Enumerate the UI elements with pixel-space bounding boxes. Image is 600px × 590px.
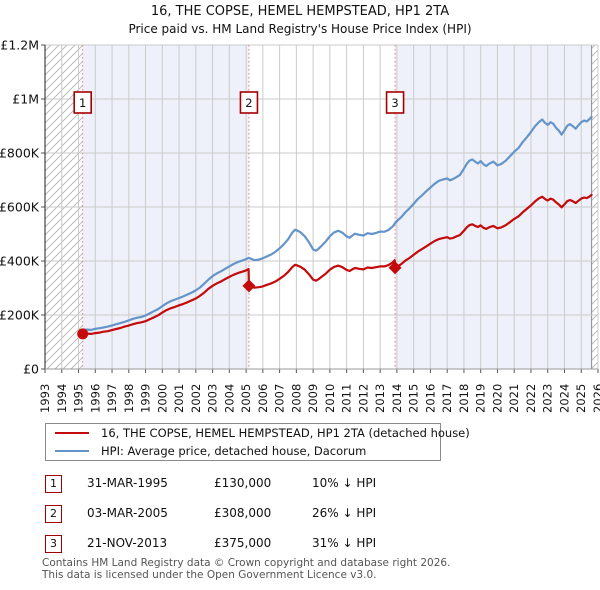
x-tick-label: 2013: [373, 384, 387, 413]
hpi-line: [81, 115, 593, 331]
sale-number-badge-2: 2: [45, 505, 62, 523]
x-tick-label: 1993: [38, 384, 52, 413]
x-tick-label: 2021: [507, 384, 521, 413]
sale-row-2: 2 03-MAR-2005 £308,000 26% ↓ HPI: [0, 505, 600, 525]
sale-badge-2: [239, 91, 259, 114]
x-tick-label: 2006: [256, 384, 270, 413]
x-tick-label: 2008: [289, 384, 303, 413]
sale-badge-3: [385, 91, 405, 114]
sale-vs-hpi-2: 26% ↓ HPI: [312, 506, 377, 520]
x-tick-label: 2026: [591, 384, 600, 413]
property-line-swatch: [55, 432, 89, 435]
legend-property-label: 16, THE COPSE, HEMEL HEMPSTEAD, HP1 2TA …: [101, 426, 470, 441]
y-tick-label: £200K: [0, 308, 40, 323]
y-tick-label: £800K: [0, 146, 40, 161]
sale-marker-2: [242, 279, 256, 293]
hpi-line-swatch: [55, 449, 89, 452]
x-tick-label: 1994: [55, 384, 69, 413]
x-tick-label: 2025: [574, 384, 588, 413]
legend-box: 16, THE COPSE, HEMEL HEMPSTEAD, HP1 2TA …: [45, 423, 470, 461]
sale-row-1: 1 31-MAR-1995 £130,000 10% ↓ HPI: [0, 475, 600, 495]
sale-price-2: £308,000: [214, 506, 272, 520]
x-tick-label: 2007: [273, 384, 287, 413]
sale-vs-hpi-1: 10% ↓ HPI: [312, 476, 377, 490]
x-tick-label: 1999: [139, 384, 153, 413]
sale-marker-3: [388, 261, 402, 275]
sale-date-1: 31-MAR-1995: [87, 476, 168, 490]
chart-title: 16, THE COPSE, HEMEL HEMPSTEAD, HP1 2TA: [150, 4, 450, 19]
sale-badge-1: [73, 91, 93, 114]
sale-price-1: £130,000: [214, 476, 272, 490]
x-tick-label: 2014: [390, 384, 404, 413]
x-tick-label: 2015: [407, 384, 421, 413]
x-tick-label: 2017: [440, 384, 454, 413]
x-tick-label: 2005: [239, 384, 253, 413]
y-tick-label: £1.2M: [0, 38, 39, 53]
x-tick-label: 2004: [222, 384, 236, 413]
chart-subtitle: Price paid vs. HM Land Registry's House …: [128, 22, 472, 36]
x-tick-label: 2012: [356, 384, 370, 413]
x-tick-label: 2011: [340, 384, 354, 413]
y-tick-label: £1M: [12, 92, 39, 107]
x-tick-label: 2023: [541, 384, 555, 413]
x-tick-label: 2010: [323, 384, 337, 413]
legend-item-hpi: HPI: Average price, detached house, Daco…: [46, 443, 440, 459]
price-history-chart: 1993 1994 1995 1996 1997 1998 1999 2000 2001 2002…: [0, 38, 600, 414]
x-tick-label: 1997: [105, 384, 119, 413]
x-tick-label: 2002: [189, 384, 203, 413]
x-tick-label: 2018: [457, 384, 471, 413]
sale-number-badge-3: 3: [45, 535, 62, 553]
y-tick-label: £600K: [0, 200, 40, 215]
legend-hpi-label: HPI: Average price, detached house, Daco…: [101, 443, 367, 458]
sale-badge-label-3: 3: [391, 96, 398, 110]
x-tick-label: 2009: [306, 384, 320, 413]
sale-date-2: 03-MAR-2005: [87, 506, 168, 520]
sale-number-badge-1: 1: [45, 475, 62, 493]
price-paid-line: [81, 193, 593, 335]
x-tick-label: 2001: [172, 384, 186, 413]
y-tick-label: £0: [23, 362, 39, 377]
x-tick-label: 2022: [524, 384, 538, 413]
x-tick-label: 2019: [474, 384, 488, 413]
sale-date-3: 21-NOV-2013: [87, 536, 168, 550]
legend-item-property: 16, THE COPSE, HEMEL HEMPSTEAD, HP1 2TA …: [46, 425, 470, 441]
sale-badge-label-2: 2: [245, 96, 252, 110]
sale-row-3: 3 21-NOV-2013 £375,000 31% ↓ HPI: [0, 535, 600, 555]
sale-price-3: £375,000: [214, 536, 272, 550]
x-tick-label: 2020: [490, 384, 504, 413]
license-footer: Contains HM Land Registry data © Crown c…: [42, 557, 451, 581]
x-tick-label: 2003: [206, 384, 220, 413]
x-tick-label: 1998: [122, 384, 136, 413]
footer-line-2: This data is licensed under the Open Gov…: [42, 568, 377, 581]
sale-badge-label-1: 1: [79, 96, 86, 110]
sale-marker-1: [77, 328, 89, 340]
x-tick-label: 1996: [88, 384, 102, 413]
x-tick-label: 2024: [557, 384, 571, 413]
x-tick-label: 1995: [72, 384, 86, 413]
x-tick-label: 2000: [155, 384, 169, 413]
y-tick-label: £400K: [0, 254, 40, 269]
sale-vs-hpi-3: 31% ↓ HPI: [312, 536, 377, 550]
x-tick-label: 2016: [423, 384, 437, 413]
footer-line-1: Contains HM Land Registry data © Crown c…: [42, 557, 451, 569]
